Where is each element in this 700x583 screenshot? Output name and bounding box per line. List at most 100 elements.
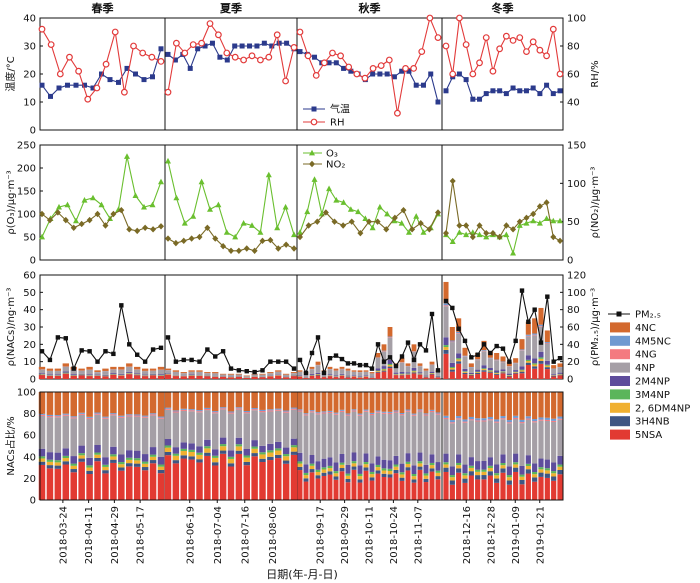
nacs-bar-5nsa bbox=[519, 373, 525, 379]
nacs-bar-5nsa bbox=[290, 376, 298, 379]
fraction-bar-4m5nc bbox=[429, 409, 435, 411]
rh-point bbox=[164, 88, 172, 96]
nacs-bar-4np bbox=[126, 366, 133, 372]
fraction-bar-3h4nb bbox=[219, 450, 227, 454]
no2-point bbox=[259, 237, 266, 245]
nacs-bar-4np bbox=[94, 372, 101, 375]
nacs-bar-4np bbox=[351, 371, 357, 376]
nacs-bar-4nc bbox=[462, 347, 468, 356]
legend-swatch bbox=[610, 335, 630, 346]
nacs-bar-4nc bbox=[449, 327, 455, 341]
nacs-bar-5nsa bbox=[429, 374, 435, 379]
fraction-bar-26dm4np bbox=[38, 458, 46, 462]
no2-point bbox=[70, 224, 77, 231]
nacs-bar-4nc bbox=[519, 339, 525, 350]
fraction-bar-3h4nb bbox=[46, 465, 54, 469]
temperature-point bbox=[90, 85, 96, 91]
fraction-bar-3h4nb bbox=[172, 460, 180, 464]
nacs-bar-2m4np bbox=[309, 373, 315, 375]
rh-point bbox=[509, 37, 517, 44]
fraction-bar-26dm4np bbox=[110, 456, 117, 460]
o3-point bbox=[333, 197, 340, 203]
rh-point bbox=[312, 71, 320, 79]
no2-point bbox=[220, 243, 227, 250]
pm25-point bbox=[339, 356, 345, 362]
nacs-bar-5nsa bbox=[411, 373, 417, 379]
temperature-line bbox=[445, 73, 561, 100]
no2-point bbox=[165, 235, 171, 242]
fraction-bar-4m5nc bbox=[411, 413, 417, 415]
fraction-bar-2m4np bbox=[290, 438, 298, 446]
x-tick-label: 2018-12-16 bbox=[462, 506, 473, 564]
nacs-bar-3h4nb bbox=[475, 373, 481, 375]
no2-point bbox=[54, 209, 61, 216]
nacs-bar-5nsa bbox=[363, 376, 369, 379]
fraction-bar-4nc bbox=[351, 392, 357, 410]
nacs-bar-3h4nb bbox=[375, 371, 381, 373]
nacs-bar-4nc bbox=[134, 366, 141, 370]
fraction-bar-3m4np bbox=[235, 444, 243, 447]
nacs-bar-5nsa bbox=[86, 376, 93, 379]
fraction-bar-3m4np bbox=[297, 461, 303, 464]
temperature-point bbox=[254, 43, 260, 49]
nacs-bar-4np bbox=[381, 351, 387, 367]
fraction-bar-4nc bbox=[282, 392, 290, 411]
nacs-bar-2m4np bbox=[363, 375, 369, 376]
nacs-bar-3h4nb bbox=[315, 375, 321, 376]
fraction-bar-5nsa bbox=[405, 470, 411, 500]
fraction-bar-3h4nb bbox=[321, 472, 327, 476]
fraction-bar-2m4np bbox=[149, 447, 157, 455]
fraction-bar-26dm4np bbox=[500, 465, 506, 469]
fraction-bar-4nc bbox=[443, 392, 449, 416]
no2-point bbox=[314, 218, 321, 225]
pm25-point bbox=[103, 349, 108, 354]
fraction-bar-3h4nb bbox=[393, 469, 399, 474]
fraction-bar-4m5nc bbox=[54, 415, 62, 417]
temperature-point bbox=[141, 77, 147, 83]
pm25-point bbox=[119, 303, 124, 308]
fraction-bar-3m4np bbox=[172, 453, 180, 456]
fraction-bar-5nsa bbox=[94, 461, 101, 500]
nacs-bar-4nc bbox=[532, 318, 538, 334]
fraction-bar-3h4nb bbox=[375, 470, 381, 474]
nacs-bar-4np bbox=[357, 372, 363, 377]
pm25-point bbox=[526, 319, 531, 324]
rh-point bbox=[304, 52, 312, 60]
fraction-bar-3m4np bbox=[462, 473, 468, 476]
fraction-bar-4np bbox=[417, 411, 423, 453]
rh-point bbox=[189, 41, 197, 48]
nacs-bar-26dm4np bbox=[456, 359, 462, 362]
nacs-bar-2m4np bbox=[551, 374, 557, 376]
pm25-point bbox=[205, 347, 210, 352]
fraction-bar-4np bbox=[157, 418, 165, 457]
fraction-bar-3h4nb bbox=[532, 477, 538, 482]
rh-point bbox=[66, 53, 73, 61]
fraction-bar-2m4np bbox=[532, 463, 538, 473]
fraction-bar-3h4nb bbox=[70, 469, 77, 473]
fraction-bar-2m4np bbox=[381, 459, 387, 469]
temperature-point bbox=[209, 40, 215, 46]
pm25-point bbox=[532, 307, 537, 312]
nacs-bar-4nc bbox=[259, 373, 266, 375]
pm25-point bbox=[150, 347, 156, 352]
o3-point bbox=[73, 217, 79, 224]
nacs-bar-4np bbox=[551, 368, 557, 375]
fraction-bar-3h4nb bbox=[227, 463, 235, 467]
o3-point bbox=[297, 229, 303, 235]
fraction-bar-4nc bbox=[513, 392, 519, 416]
fraction-bar-4ng bbox=[443, 417, 449, 420]
nacs-bar-4nc bbox=[282, 373, 290, 375]
fraction-bar-5nsa bbox=[110, 462, 117, 500]
fraction-bar-4ng bbox=[393, 411, 399, 413]
fraction-bar-4ng bbox=[303, 414, 309, 416]
fraction-bar-3m4np bbox=[62, 455, 70, 459]
fraction-bar-3m4np bbox=[417, 461, 423, 464]
fraction-bar-4m5nc bbox=[188, 409, 195, 411]
rh-point bbox=[47, 41, 55, 48]
fraction-bar-3h4nb bbox=[423, 478, 429, 483]
no2-point bbox=[417, 220, 424, 227]
nacs-bar-2m4np bbox=[381, 366, 387, 369]
fraction-bar-5nsa bbox=[133, 466, 141, 500]
nacs-bar-26dm4np bbox=[443, 347, 449, 350]
fraction-bar-4ng bbox=[86, 417, 93, 419]
